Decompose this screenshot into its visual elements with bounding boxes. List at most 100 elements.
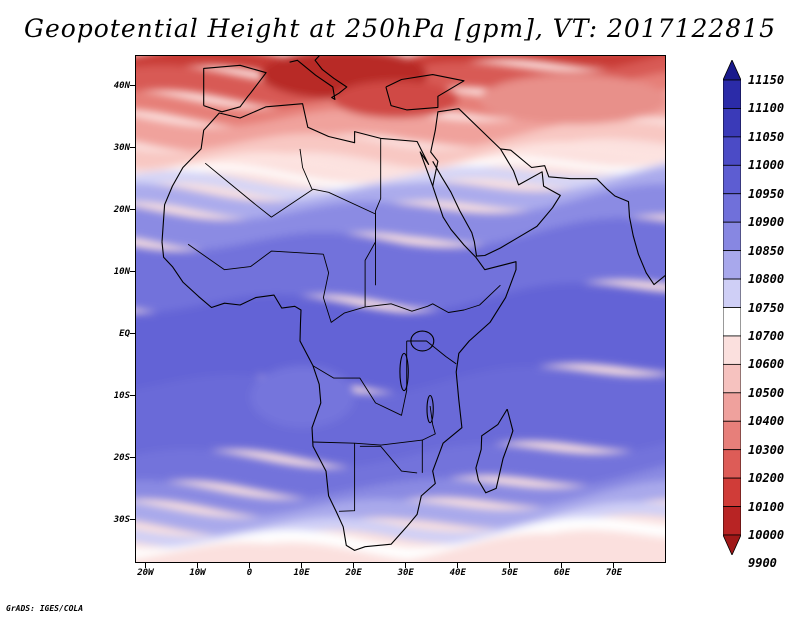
- colorbar-segment: [723, 363, 741, 394]
- iberia-coastline: [203, 64, 267, 113]
- lat-tick-mark: [130, 85, 135, 87]
- lat-tick-mark: [130, 333, 135, 335]
- lat-tick-label: 10N: [113, 266, 130, 277]
- colorbar-segment: [723, 449, 741, 479]
- colorbar-segment: [723, 477, 741, 507]
- field-band: [136, 283, 665, 394]
- colorbar-segment: [723, 335, 741, 365]
- colorbar-level-label: 10000: [748, 528, 785, 542]
- lat-tick-label: EQ: [119, 328, 130, 339]
- colorbar-segment: [723, 506, 741, 536]
- colorbar-segment: [723, 420, 741, 451]
- lat-tick-label: 20S: [113, 452, 130, 463]
- anatolia-coastline: [385, 74, 465, 111]
- colorbar-level-label: 11100: [748, 101, 785, 116]
- field-anomaly: [250, 365, 355, 428]
- country-border: [312, 439, 423, 473]
- lon-tick-mark: [249, 563, 251, 568]
- country-border: [299, 148, 313, 190]
- colorbar-max-arrow: [723, 60, 741, 81]
- field-anomaly: [479, 74, 665, 125]
- field-band: [136, 166, 665, 221]
- italy-coastline: [289, 56, 348, 100]
- lon-tick-mark: [405, 563, 407, 568]
- lon-tick-mark: [613, 563, 615, 568]
- country-border: [375, 138, 382, 286]
- chart-title: Geopotential Height at 250hPa [gpm], VT:…: [23, 14, 777, 43]
- colorbar-level-label: 10500: [748, 385, 785, 400]
- lon-tick-mark: [561, 563, 563, 568]
- field-band: [136, 465, 665, 518]
- arabian-gulf-coast: [500, 148, 597, 180]
- colorbar-level-label: 10300: [748, 442, 785, 457]
- colorbar-level-label: 11150: [748, 73, 785, 87]
- country-border: [422, 405, 436, 441]
- field-band: [136, 141, 665, 183]
- madagascar-coastline: [475, 408, 514, 494]
- field-band: [136, 533, 665, 562]
- lat-tick-label: 30N: [113, 142, 130, 153]
- country-border: [338, 443, 356, 512]
- colorbar-level-label: 10700: [748, 328, 785, 343]
- colorbar-level-label: 10600: [748, 357, 785, 372]
- lon-tick-label: 30E: [397, 568, 414, 578]
- colorbar-segment: [723, 307, 741, 337]
- colorbar-segment: [723, 278, 741, 308]
- country-border: [322, 254, 501, 323]
- lon-tick-label: 60E: [553, 568, 570, 578]
- colorbar-segment: [723, 79, 741, 109]
- lon-tick-label: 10W: [189, 568, 206, 578]
- lon-tick-label: 40E: [449, 568, 466, 578]
- lon-tick-label: 70E: [605, 568, 623, 578]
- colorbar-level-label: 10750: [748, 300, 785, 315]
- lon-tick-mark: [457, 563, 459, 568]
- colorbar: [723, 60, 741, 555]
- field-band: [136, 119, 665, 171]
- colorbar-segment: [723, 392, 741, 422]
- lake-outline: [399, 352, 409, 392]
- lon-tick-label: 20W: [137, 568, 154, 578]
- lat-tick-mark: [130, 519, 135, 521]
- colorbar-segment: [723, 164, 741, 195]
- lat-tick-mark: [130, 395, 135, 397]
- lat-tick-mark: [130, 271, 135, 273]
- field-band: [136, 443, 665, 499]
- lon-tick-label: 20E: [345, 568, 362, 578]
- field-band: [136, 162, 665, 202]
- colorbar-min-arrow: [723, 534, 741, 555]
- country-border: [328, 191, 376, 307]
- arabia-coastline: [430, 108, 561, 257]
- coastlines: [161, 56, 665, 551]
- lat-tick-mark: [130, 147, 135, 149]
- lon-tick-mark: [353, 563, 355, 568]
- lat-tick-label: 40N: [113, 80, 130, 91]
- map-plot-area: [135, 55, 666, 563]
- colorbar-level-label: 10200: [748, 471, 785, 486]
- country-border: [359, 445, 418, 474]
- lat-tick-label: 20N: [113, 204, 130, 215]
- lake-outline: [426, 394, 434, 424]
- lon-tick-label: 50E: [501, 568, 518, 578]
- colorbar-level-label: 10900: [748, 215, 785, 230]
- lat-tick-mark: [130, 457, 135, 459]
- colorbar-level-label: 10950: [748, 186, 785, 201]
- colorbar-level-label: 9900: [748, 556, 777, 571]
- country-border: [204, 162, 329, 218]
- lat-tick-label: 30S: [113, 514, 130, 525]
- field-anomaly: [333, 80, 459, 118]
- colorbar-level-label: 10800: [748, 272, 785, 287]
- lat-tick-label: 10S: [113, 390, 130, 401]
- country-border: [187, 243, 324, 271]
- lon-tick-mark: [301, 563, 303, 568]
- india-coastline: [596, 178, 665, 286]
- height-field: [136, 56, 665, 562]
- africa-coastline: [161, 103, 517, 551]
- colorbar-segment: [723, 136, 741, 166]
- lon-tick-mark: [196, 563, 198, 568]
- colorbar-segment: [723, 221, 741, 252]
- country-border: [312, 341, 408, 416]
- map-canvas: [136, 56, 665, 562]
- colorbar-level-label: 11050: [748, 129, 785, 144]
- credit-label: GrADS: IGES/COLA: [6, 604, 84, 613]
- lat-tick-mark: [130, 209, 135, 211]
